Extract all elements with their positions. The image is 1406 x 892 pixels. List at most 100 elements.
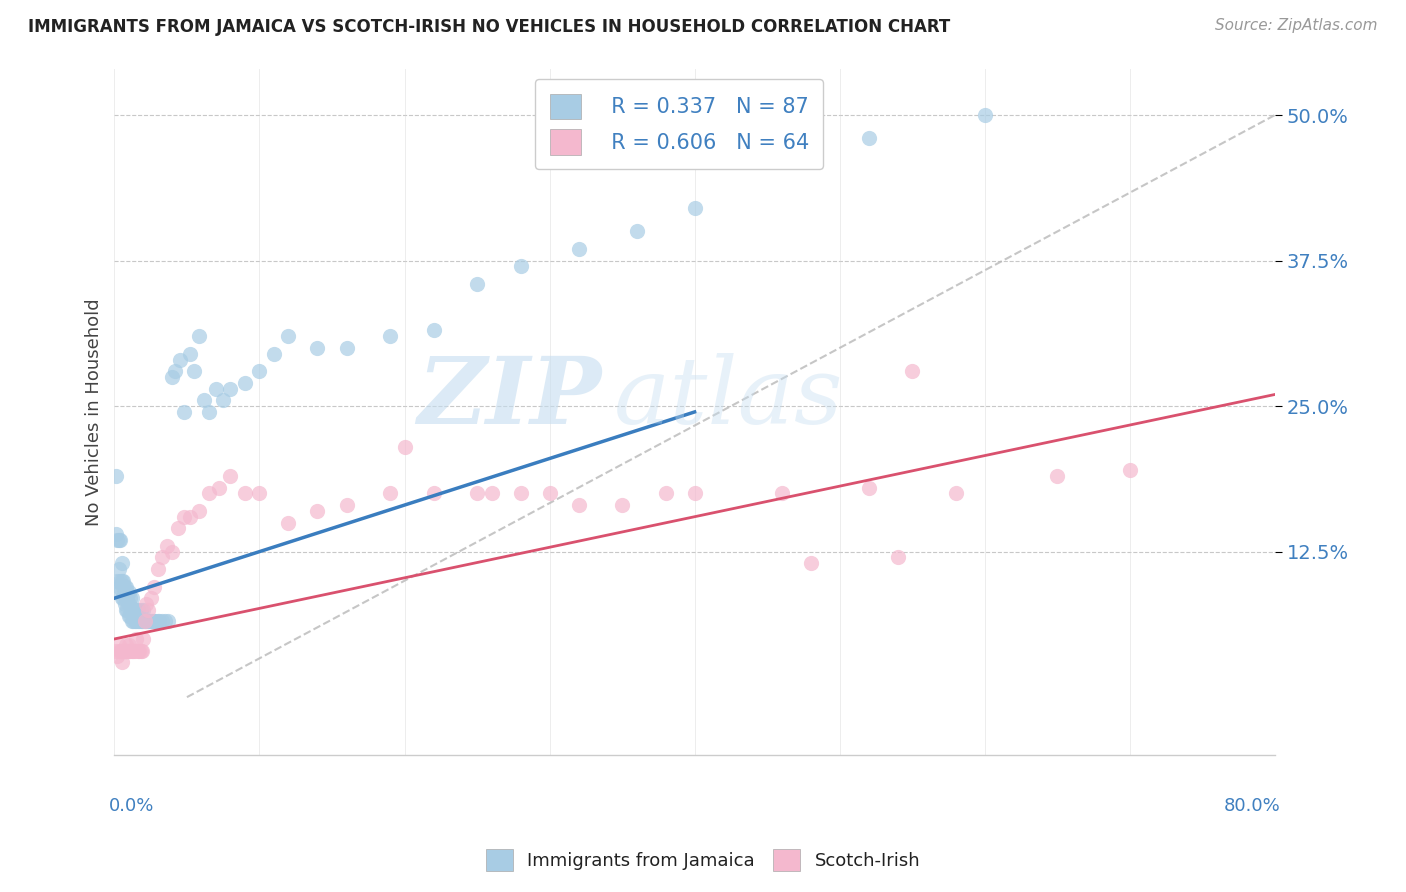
Point xyxy=(509,260,531,274)
Point xyxy=(129,603,152,617)
Point xyxy=(307,504,329,518)
Point xyxy=(169,352,191,367)
Point xyxy=(117,585,139,599)
Point xyxy=(422,323,444,337)
Point xyxy=(378,329,401,343)
Point xyxy=(114,580,136,594)
Point xyxy=(610,498,633,512)
Text: ZIP: ZIP xyxy=(418,353,602,443)
Point xyxy=(124,643,146,657)
Point xyxy=(150,550,173,565)
Point xyxy=(212,393,235,408)
Point xyxy=(249,364,271,378)
Point xyxy=(118,638,141,652)
Point xyxy=(183,364,205,378)
Point xyxy=(121,591,143,606)
Point xyxy=(110,585,132,599)
Point xyxy=(107,638,129,652)
Point xyxy=(465,277,488,291)
Point xyxy=(115,643,138,657)
Point xyxy=(129,615,152,629)
Point xyxy=(139,615,162,629)
Point xyxy=(654,486,676,500)
Point xyxy=(187,329,209,343)
Point xyxy=(115,638,138,652)
Point xyxy=(115,591,138,606)
Point xyxy=(120,591,142,606)
Point xyxy=(125,615,148,629)
Point xyxy=(153,615,176,629)
Point xyxy=(120,608,142,623)
Point xyxy=(104,469,127,483)
Point xyxy=(127,615,149,629)
Point xyxy=(142,615,165,629)
Point xyxy=(105,649,128,664)
Text: 80.0%: 80.0% xyxy=(1225,797,1281,814)
Point xyxy=(111,574,134,588)
Point xyxy=(124,603,146,617)
Point xyxy=(887,550,910,565)
Point xyxy=(142,580,165,594)
Point xyxy=(132,632,155,646)
Point xyxy=(115,603,138,617)
Point xyxy=(858,481,880,495)
Point xyxy=(394,440,416,454)
Point xyxy=(165,364,187,378)
Point xyxy=(115,580,138,594)
Point xyxy=(111,655,134,669)
Point xyxy=(114,597,136,611)
Point xyxy=(197,486,219,500)
Point xyxy=(118,585,141,599)
Point xyxy=(110,643,132,657)
Point xyxy=(136,603,159,617)
Point xyxy=(104,643,127,657)
Point xyxy=(205,382,228,396)
Point xyxy=(307,341,329,355)
Text: atlas: atlas xyxy=(613,353,844,443)
Point xyxy=(197,405,219,419)
Point xyxy=(112,574,135,588)
Point xyxy=(187,504,209,518)
Point xyxy=(538,486,561,500)
Point xyxy=(263,347,285,361)
Point xyxy=(335,341,357,355)
Point xyxy=(118,597,141,611)
Point xyxy=(136,615,159,629)
Point xyxy=(156,539,179,553)
Point xyxy=(858,131,880,145)
Point xyxy=(945,486,967,500)
Point xyxy=(901,364,924,378)
Point xyxy=(143,615,166,629)
Point xyxy=(107,533,129,547)
Point xyxy=(146,615,169,629)
Point xyxy=(104,527,127,541)
Point xyxy=(1046,469,1069,483)
Point xyxy=(128,643,150,657)
Point xyxy=(117,643,139,657)
Point xyxy=(111,643,134,657)
Point xyxy=(335,498,357,512)
Point xyxy=(193,393,215,408)
Point xyxy=(105,533,128,547)
Point xyxy=(118,643,141,657)
Point xyxy=(208,481,231,495)
Point xyxy=(179,347,201,361)
Point xyxy=(378,486,401,500)
Point xyxy=(683,486,706,500)
Point xyxy=(683,201,706,215)
Point xyxy=(111,556,134,570)
Point xyxy=(122,643,145,657)
Y-axis label: No Vehicles in Household: No Vehicles in Household xyxy=(86,298,103,525)
Point xyxy=(121,603,143,617)
Point xyxy=(138,615,160,629)
Text: Source: ZipAtlas.com: Source: ZipAtlas.com xyxy=(1215,18,1378,33)
Point xyxy=(1119,463,1142,477)
Point xyxy=(121,643,143,657)
Point xyxy=(568,498,591,512)
Point xyxy=(124,615,146,629)
Point xyxy=(148,615,170,629)
Legend:   R = 0.337   N = 87,   R = 0.606   N = 64: R = 0.337 N = 87, R = 0.606 N = 64 xyxy=(536,78,824,169)
Point xyxy=(277,516,299,530)
Point xyxy=(509,486,531,500)
Point xyxy=(233,376,256,390)
